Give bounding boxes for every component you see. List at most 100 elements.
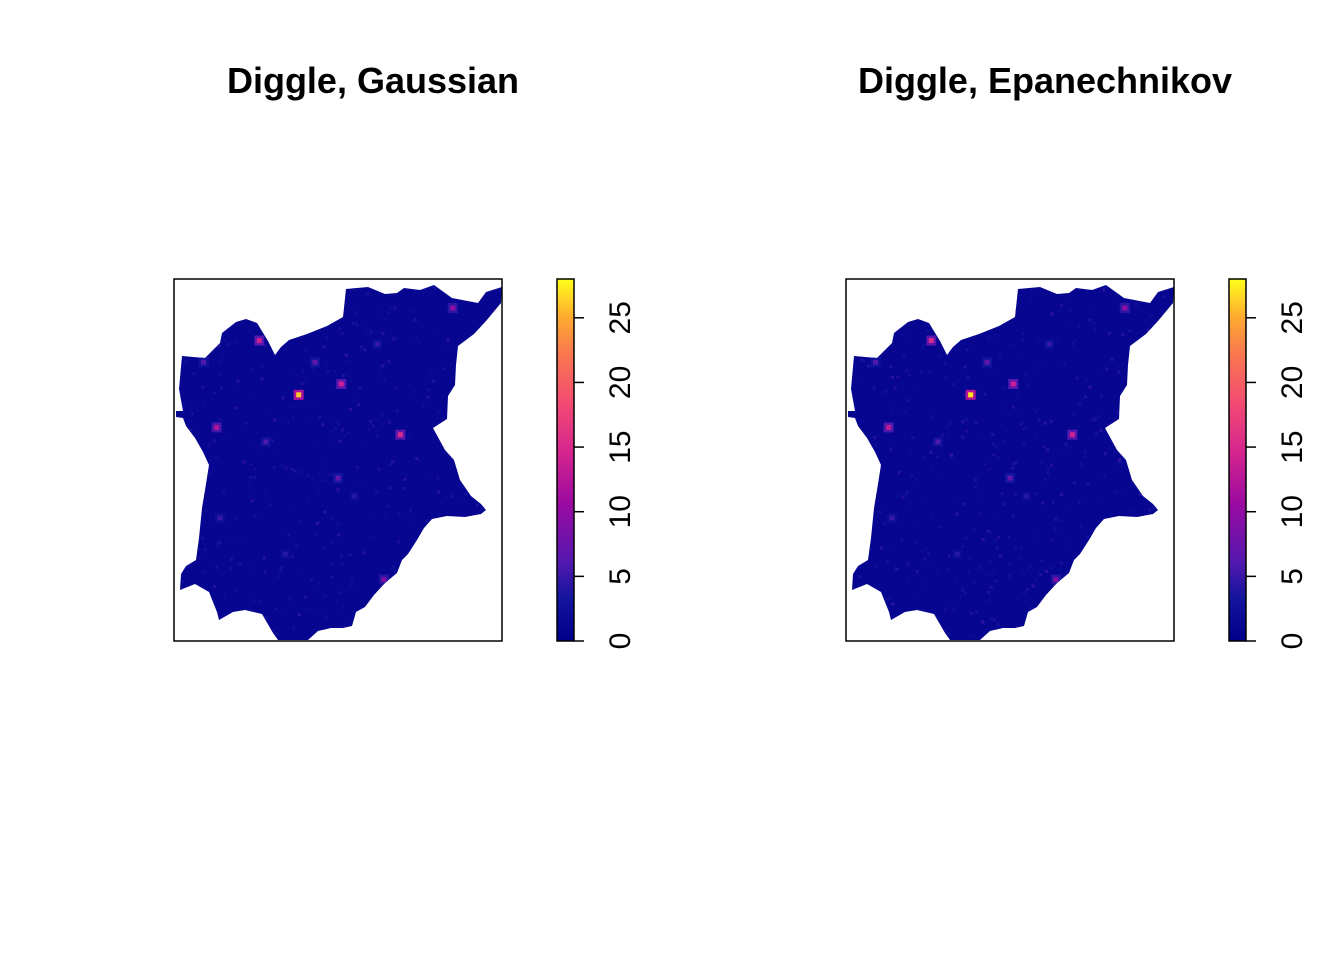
density-cell — [961, 435, 965, 439]
density-cell — [895, 494, 899, 498]
density-cell — [489, 441, 493, 445]
density-cell — [913, 540, 917, 544]
density-cell — [907, 373, 911, 377]
density-cell — [1077, 325, 1081, 329]
density-cell — [1148, 508, 1152, 512]
density-cell — [1121, 627, 1125, 631]
density-cell — [324, 615, 328, 618]
density-cell — [388, 486, 392, 490]
density-cell — [338, 591, 342, 595]
density-cell — [217, 344, 221, 348]
density-cell — [1069, 568, 1073, 572]
plot-frame — [845, 278, 1175, 642]
density-cell — [1039, 559, 1043, 563]
density-cell — [1129, 360, 1133, 364]
density-cell — [1144, 458, 1148, 462]
density-cell — [219, 372, 223, 376]
density-cell — [1117, 370, 1121, 374]
density-cell — [497, 514, 501, 518]
density-cell — [450, 494, 453, 498]
hotspot-core — [201, 359, 207, 365]
density-cell — [212, 347, 216, 351]
density-cell — [1022, 427, 1026, 431]
density-cell — [345, 359, 348, 363]
density-cell — [199, 597, 203, 601]
density-cell — [858, 478, 862, 482]
density-cell — [391, 459, 395, 463]
density-cell — [378, 371, 382, 375]
hotspot-core — [283, 551, 289, 557]
density-cell — [883, 523, 887, 526]
density-cell — [1046, 448, 1050, 452]
density-cell — [322, 546, 326, 550]
density-cell — [230, 539, 234, 542]
density-cell — [990, 433, 994, 437]
density-cell — [297, 612, 301, 616]
density-cell — [319, 477, 323, 481]
density-cell — [1126, 516, 1130, 520]
density-cell — [873, 436, 877, 439]
density-cell — [257, 314, 261, 318]
density-cell — [330, 575, 334, 579]
density-cell — [281, 396, 285, 400]
density-cell — [287, 533, 291, 537]
density-cell — [891, 547, 895, 551]
density-cell — [918, 384, 922, 388]
density-cell — [1132, 508, 1136, 512]
density-cell — [1030, 289, 1033, 293]
density-cell — [235, 627, 239, 631]
density-cell — [1037, 407, 1041, 411]
density-cell — [286, 421, 290, 425]
density-cell — [407, 437, 411, 441]
density-cell — [999, 554, 1002, 558]
density-cell — [935, 616, 939, 620]
density-cell — [1151, 386, 1155, 390]
density-cell — [207, 443, 211, 447]
density-cell — [380, 364, 384, 368]
density-cell — [1148, 608, 1152, 612]
density-cell — [195, 499, 199, 503]
hotspot — [378, 574, 389, 585]
density-cell — [424, 288, 428, 292]
density-cell — [195, 300, 199, 304]
density-cell — [259, 377, 263, 381]
density-cell — [856, 311, 860, 315]
density-cell — [1002, 404, 1006, 408]
density-cell — [879, 292, 883, 296]
density-cell — [1040, 566, 1044, 570]
density-cell — [903, 494, 907, 498]
density-cell — [491, 602, 495, 606]
density-cell — [1126, 507, 1130, 511]
density-cell — [878, 510, 882, 514]
density-cell — [969, 301, 973, 305]
density-cell — [999, 423, 1003, 427]
density-cell — [905, 490, 909, 494]
density-cell — [987, 336, 991, 340]
density-cell — [208, 471, 212, 475]
density-cell — [452, 550, 456, 554]
density-cell — [1103, 452, 1107, 456]
density-cell — [472, 551, 476, 555]
hotspot-core — [381, 576, 387, 582]
map-area — [173, 278, 503, 642]
density-cell — [442, 423, 446, 427]
density-cell — [234, 406, 238, 410]
density-cell — [434, 285, 438, 288]
density-cell — [916, 542, 920, 545]
density-cell — [441, 501, 445, 505]
density-cell — [963, 393, 967, 397]
colorbar-ticks: 0 5 10 15 20 25 — [574, 301, 637, 649]
density-cell — [381, 422, 385, 426]
density-cell — [959, 595, 963, 598]
density-cell — [911, 403, 914, 407]
hotspot — [883, 422, 894, 433]
density-cell — [1088, 318, 1092, 322]
density-cell — [1000, 492, 1004, 495]
density-cell — [941, 433, 944, 437]
density-cell — [252, 622, 256, 626]
density-cell — [1060, 325, 1064, 329]
density-cell — [948, 333, 952, 337]
density-cell — [894, 567, 898, 571]
density-cell — [961, 545, 965, 548]
density-cell — [1021, 411, 1025, 415]
